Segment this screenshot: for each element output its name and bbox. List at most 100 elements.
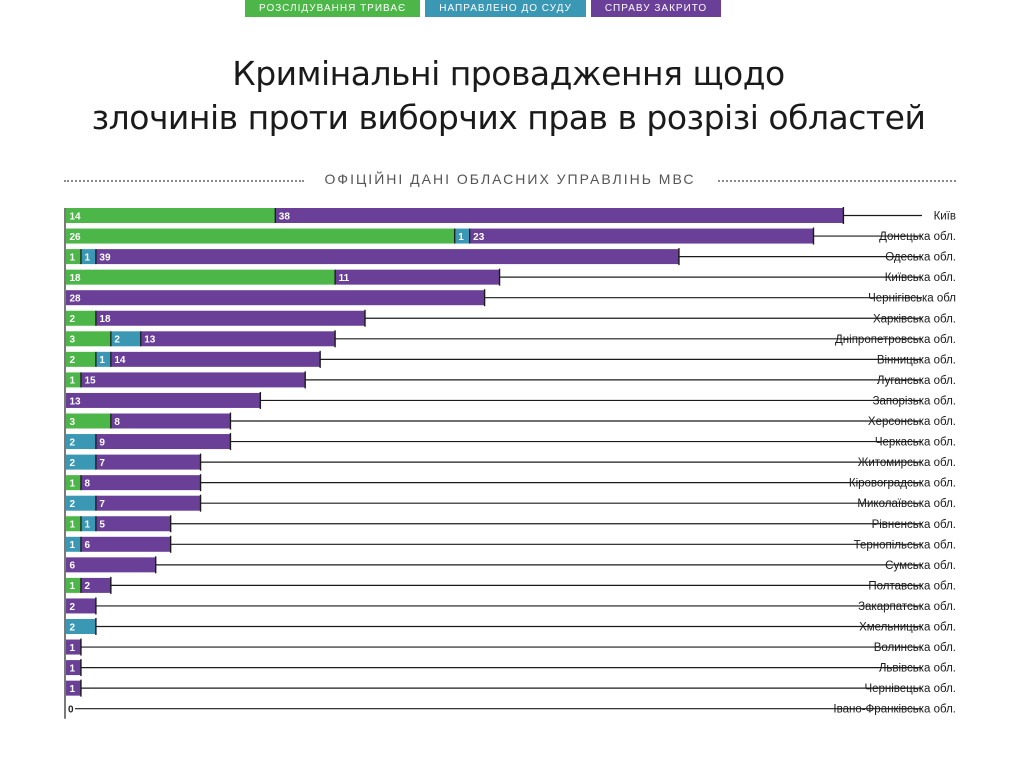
bar-segment <box>95 249 679 265</box>
category-label: Львівська обл. <box>879 663 956 675</box>
data-label: 7 <box>99 458 105 469</box>
data-label: 1 <box>70 376 76 387</box>
category-label: Тернопільська обл. <box>854 539 956 551</box>
data-label: 1 <box>70 663 76 674</box>
bar-segment <box>469 228 814 244</box>
bar-segment <box>95 516 171 532</box>
category-label: Житомирська обл. <box>858 457 956 469</box>
data-label: 26 <box>70 232 82 243</box>
data-label: 18 <box>99 314 111 325</box>
bar-segment <box>80 475 201 491</box>
legend-item-court: НАПРАВЛЕНО ДО СУДУ <box>425 0 586 17</box>
data-label: 6 <box>84 540 90 551</box>
bar-segment <box>66 208 276 223</box>
data-label: 14 <box>114 355 126 366</box>
bar-segment <box>66 454 96 470</box>
bar-segment <box>66 413 111 429</box>
bar-segment <box>66 269 336 285</box>
data-label: 2 <box>70 602 76 613</box>
category-label: Рівненська обл. <box>872 519 956 531</box>
legend: РОЗСЛІДУВАННЯ ТРИВАЄ НАПРАВЛЕНО ДО СУДУ … <box>245 0 722 17</box>
bar-segment <box>66 660 81 676</box>
bar-segment <box>66 310 96 326</box>
category-label: Донецька обл. <box>879 231 956 243</box>
chart-title: Кримінальні провадження щодо злочинів пр… <box>0 52 1017 140</box>
bar-segment <box>66 516 81 532</box>
bar-segment <box>66 495 96 511</box>
data-label: 1 <box>70 684 76 695</box>
bar-segment <box>335 269 500 285</box>
bar-segment <box>66 680 81 696</box>
bar-segment <box>95 454 201 470</box>
category-label: Чернівецька обл. <box>864 683 956 695</box>
bar-segment <box>80 577 111 593</box>
subtitle-divider-right <box>718 180 956 182</box>
data-label: 11 <box>339 273 350 284</box>
category-label: Сумська обл. <box>885 560 956 572</box>
category-label: Харківська обл. <box>873 313 956 325</box>
category-label: Київ <box>934 211 956 223</box>
bar-segment <box>66 598 96 614</box>
category-label: Дніпропетровська обл. <box>835 334 956 346</box>
bar-segment <box>66 392 261 408</box>
category-label: Кіровоградська обл. <box>849 478 956 490</box>
bar-segment <box>66 249 81 265</box>
data-label: 8 <box>84 478 90 489</box>
category-label: Київська обл. <box>885 272 956 284</box>
data-label: 2 <box>70 314 76 325</box>
bar-segment <box>80 372 306 388</box>
data-label: 8 <box>114 417 120 428</box>
data-label: 0 <box>68 705 74 716</box>
category-label: Хмельницька обл. <box>859 622 956 634</box>
bar-segment <box>66 228 455 244</box>
data-label: 14 <box>70 211 82 222</box>
bar-segment <box>66 577 81 593</box>
category-label: Херсонська обл. <box>868 416 956 428</box>
chart-title-line-1: Кримінальні провадження щодо <box>232 54 785 93</box>
data-label: 2 <box>70 499 76 510</box>
data-label: 2 <box>70 437 76 448</box>
data-label: 1 <box>99 355 105 366</box>
bar-segment <box>110 351 321 367</box>
category-label: Запорізька обл. <box>873 395 956 407</box>
data-label: 3 <box>70 335 76 346</box>
bar-segment <box>80 536 171 552</box>
bar-segment <box>66 351 96 367</box>
bar-segment <box>66 290 485 306</box>
data-label: 1 <box>84 520 90 531</box>
data-label: 28 <box>70 294 82 305</box>
category-label: Одеська обл. <box>885 252 956 264</box>
bar-segment <box>140 331 336 347</box>
data-label: 2 <box>70 355 76 366</box>
chart-title-line-2: злочинів проти виборчих прав в розрізі о… <box>91 98 926 137</box>
bar-segment <box>66 475 81 491</box>
category-label: Волинська обл. <box>874 642 956 654</box>
bar-segment <box>95 310 366 326</box>
data-label: 23 <box>473 232 485 243</box>
category-label: Івано-Франківська обл. <box>833 704 956 716</box>
legend-item-investigation: РОЗСЛІДУВАННЯ ТРИВАЄ <box>245 0 421 17</box>
data-label: 1 <box>70 540 76 551</box>
category-label: Черкаська обл. <box>875 437 956 449</box>
bar-segment <box>66 372 81 388</box>
data-label: 6 <box>70 561 76 572</box>
data-label: 18 <box>70 273 82 284</box>
bar-segment <box>95 495 201 511</box>
bar-segment <box>66 536 81 552</box>
bar-segment <box>66 557 156 573</box>
subtitle-row: ОФІЦІЙНІ ДАНІ ОБЛАСНИХ УПРАВЛІНЬ МВС <box>64 171 956 191</box>
bar-segment <box>110 413 231 429</box>
data-label: 13 <box>70 396 82 407</box>
bar-segment <box>110 331 141 347</box>
data-label: 7 <box>99 499 105 510</box>
legend-item-closed: СПРАВУ ЗАКРИТО <box>590 0 722 17</box>
bar-segment <box>454 228 470 244</box>
data-label: 2 <box>84 581 90 592</box>
data-label: 9 <box>99 437 105 448</box>
data-label: 1 <box>70 252 76 263</box>
data-label: 1 <box>458 232 464 243</box>
category-label: Закарпатська обл. <box>858 601 956 613</box>
data-label: 1 <box>70 581 76 592</box>
data-label: 1 <box>70 643 76 654</box>
